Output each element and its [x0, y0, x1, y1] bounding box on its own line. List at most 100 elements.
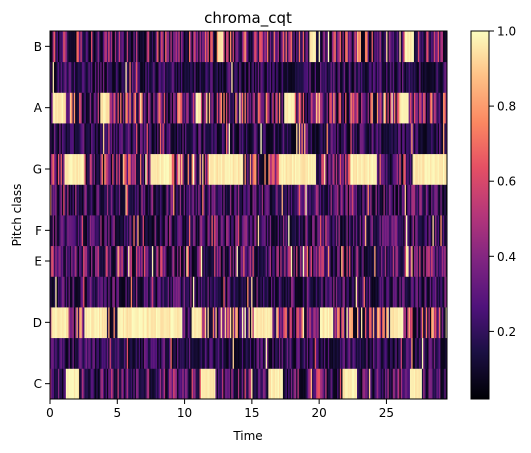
heatmap-cell [309, 368, 312, 400]
heatmap-cell [102, 276, 105, 308]
heatmap-cell [216, 153, 219, 185]
heatmap-cell [109, 31, 112, 63]
heatmap-cell [290, 245, 293, 277]
heatmap-cell [56, 184, 59, 216]
heatmap-cell [306, 307, 309, 339]
heatmap-cell [136, 245, 138, 277]
heatmap-cell [413, 276, 416, 308]
heatmap-cell [67, 31, 69, 63]
heatmap-cell [137, 368, 140, 400]
heatmap-cell [89, 276, 92, 308]
heatmap-cell [294, 215, 297, 247]
heatmap-cell [52, 276, 55, 308]
heatmap-cell [314, 368, 317, 400]
heatmap-cell [247, 92, 249, 124]
heatmap-cell [241, 61, 244, 93]
heatmap-cell [271, 276, 273, 308]
heatmap-cell [85, 368, 88, 400]
heatmap-cell [154, 153, 157, 185]
heatmap-cell [88, 215, 91, 247]
heatmap-cell [252, 31, 255, 63]
heatmap-cell [409, 276, 412, 308]
heatmap-cell [154, 31, 157, 63]
heatmap-cell [91, 61, 93, 93]
heatmap-cell [129, 215, 132, 247]
heatmap-cell [285, 307, 288, 339]
heatmap-cell [285, 215, 288, 247]
heatmap-cell [354, 92, 357, 124]
heatmap-cell [278, 153, 281, 185]
heatmap-cell [353, 368, 355, 400]
heatmap-cell [109, 153, 112, 185]
heatmap-cell [207, 184, 210, 216]
heatmap-cell [244, 307, 247, 339]
heatmap-cell [109, 337, 112, 369]
heatmap-cell [261, 31, 264, 63]
heatmap-cell [239, 307, 241, 339]
y-tick-label: A [34, 101, 43, 115]
heatmap-cell [290, 153, 293, 185]
heatmap-cell [104, 307, 106, 339]
heatmap-cell [214, 368, 216, 400]
heatmap-cell [301, 184, 304, 216]
heatmap-cell [345, 307, 347, 339]
heatmap-cell [207, 307, 210, 339]
heatmap-cell [372, 92, 375, 124]
heatmap-cell [61, 123, 64, 155]
heatmap-cell [308, 123, 310, 155]
heatmap-cell [108, 245, 110, 277]
heatmap-cell [128, 184, 130, 216]
heatmap-cell [322, 184, 325, 216]
heatmap-cell [433, 368, 436, 400]
heatmap-cell [350, 123, 353, 155]
heatmap-cell [233, 184, 236, 216]
heatmap-cell [60, 276, 63, 308]
heatmap-cell [371, 31, 374, 63]
heatmap-cell [52, 337, 55, 369]
heatmap-cell [219, 184, 222, 216]
heatmap-cell [101, 123, 104, 155]
heatmap-cell [146, 245, 149, 277]
heatmap-cell [227, 184, 230, 216]
heatmap-cell [233, 337, 236, 369]
heatmap-cell [110, 92, 113, 124]
heatmap-cell [79, 215, 81, 247]
heatmap-cell [296, 184, 298, 216]
heatmap-cell [412, 153, 415, 185]
heatmap-cell [318, 31, 321, 63]
heatmap-cell [322, 123, 325, 155]
heatmap-cell [198, 215, 200, 247]
heatmap-cell [327, 337, 330, 369]
heatmap-cell [224, 337, 227, 369]
heatmap-cell [351, 215, 354, 247]
heatmap-cell [415, 337, 417, 369]
heatmap-cell [64, 245, 67, 277]
heatmap-cell [420, 31, 423, 63]
heatmap-cell [105, 184, 108, 216]
heatmap-cell [359, 276, 362, 308]
heatmap-cell [155, 245, 158, 277]
heatmap-cell [220, 368, 223, 400]
heatmap-cell [120, 337, 122, 369]
heatmap-cell [286, 337, 289, 369]
heatmap-cell [342, 276, 345, 308]
heatmap-cell [417, 245, 420, 277]
heatmap-cell [104, 337, 106, 369]
heatmap-cell [400, 61, 403, 93]
heatmap-cell [358, 184, 361, 216]
heatmap-cell [137, 245, 140, 277]
heatmap-cell [362, 184, 365, 216]
heatmap-cell [292, 307, 294, 339]
heatmap-cell [222, 337, 224, 369]
heatmap-cell [363, 61, 366, 93]
heatmap-cell [274, 61, 277, 93]
heatmap-cell [346, 276, 349, 308]
heatmap-cell [80, 245, 83, 277]
heatmap-cell [257, 153, 260, 185]
heatmap-cell [326, 123, 329, 155]
heatmap-cell [412, 307, 415, 339]
heatmap-cell [331, 184, 334, 216]
heatmap-cell [202, 276, 204, 308]
heatmap-cell [195, 368, 198, 400]
heatmap-cell [277, 92, 280, 124]
